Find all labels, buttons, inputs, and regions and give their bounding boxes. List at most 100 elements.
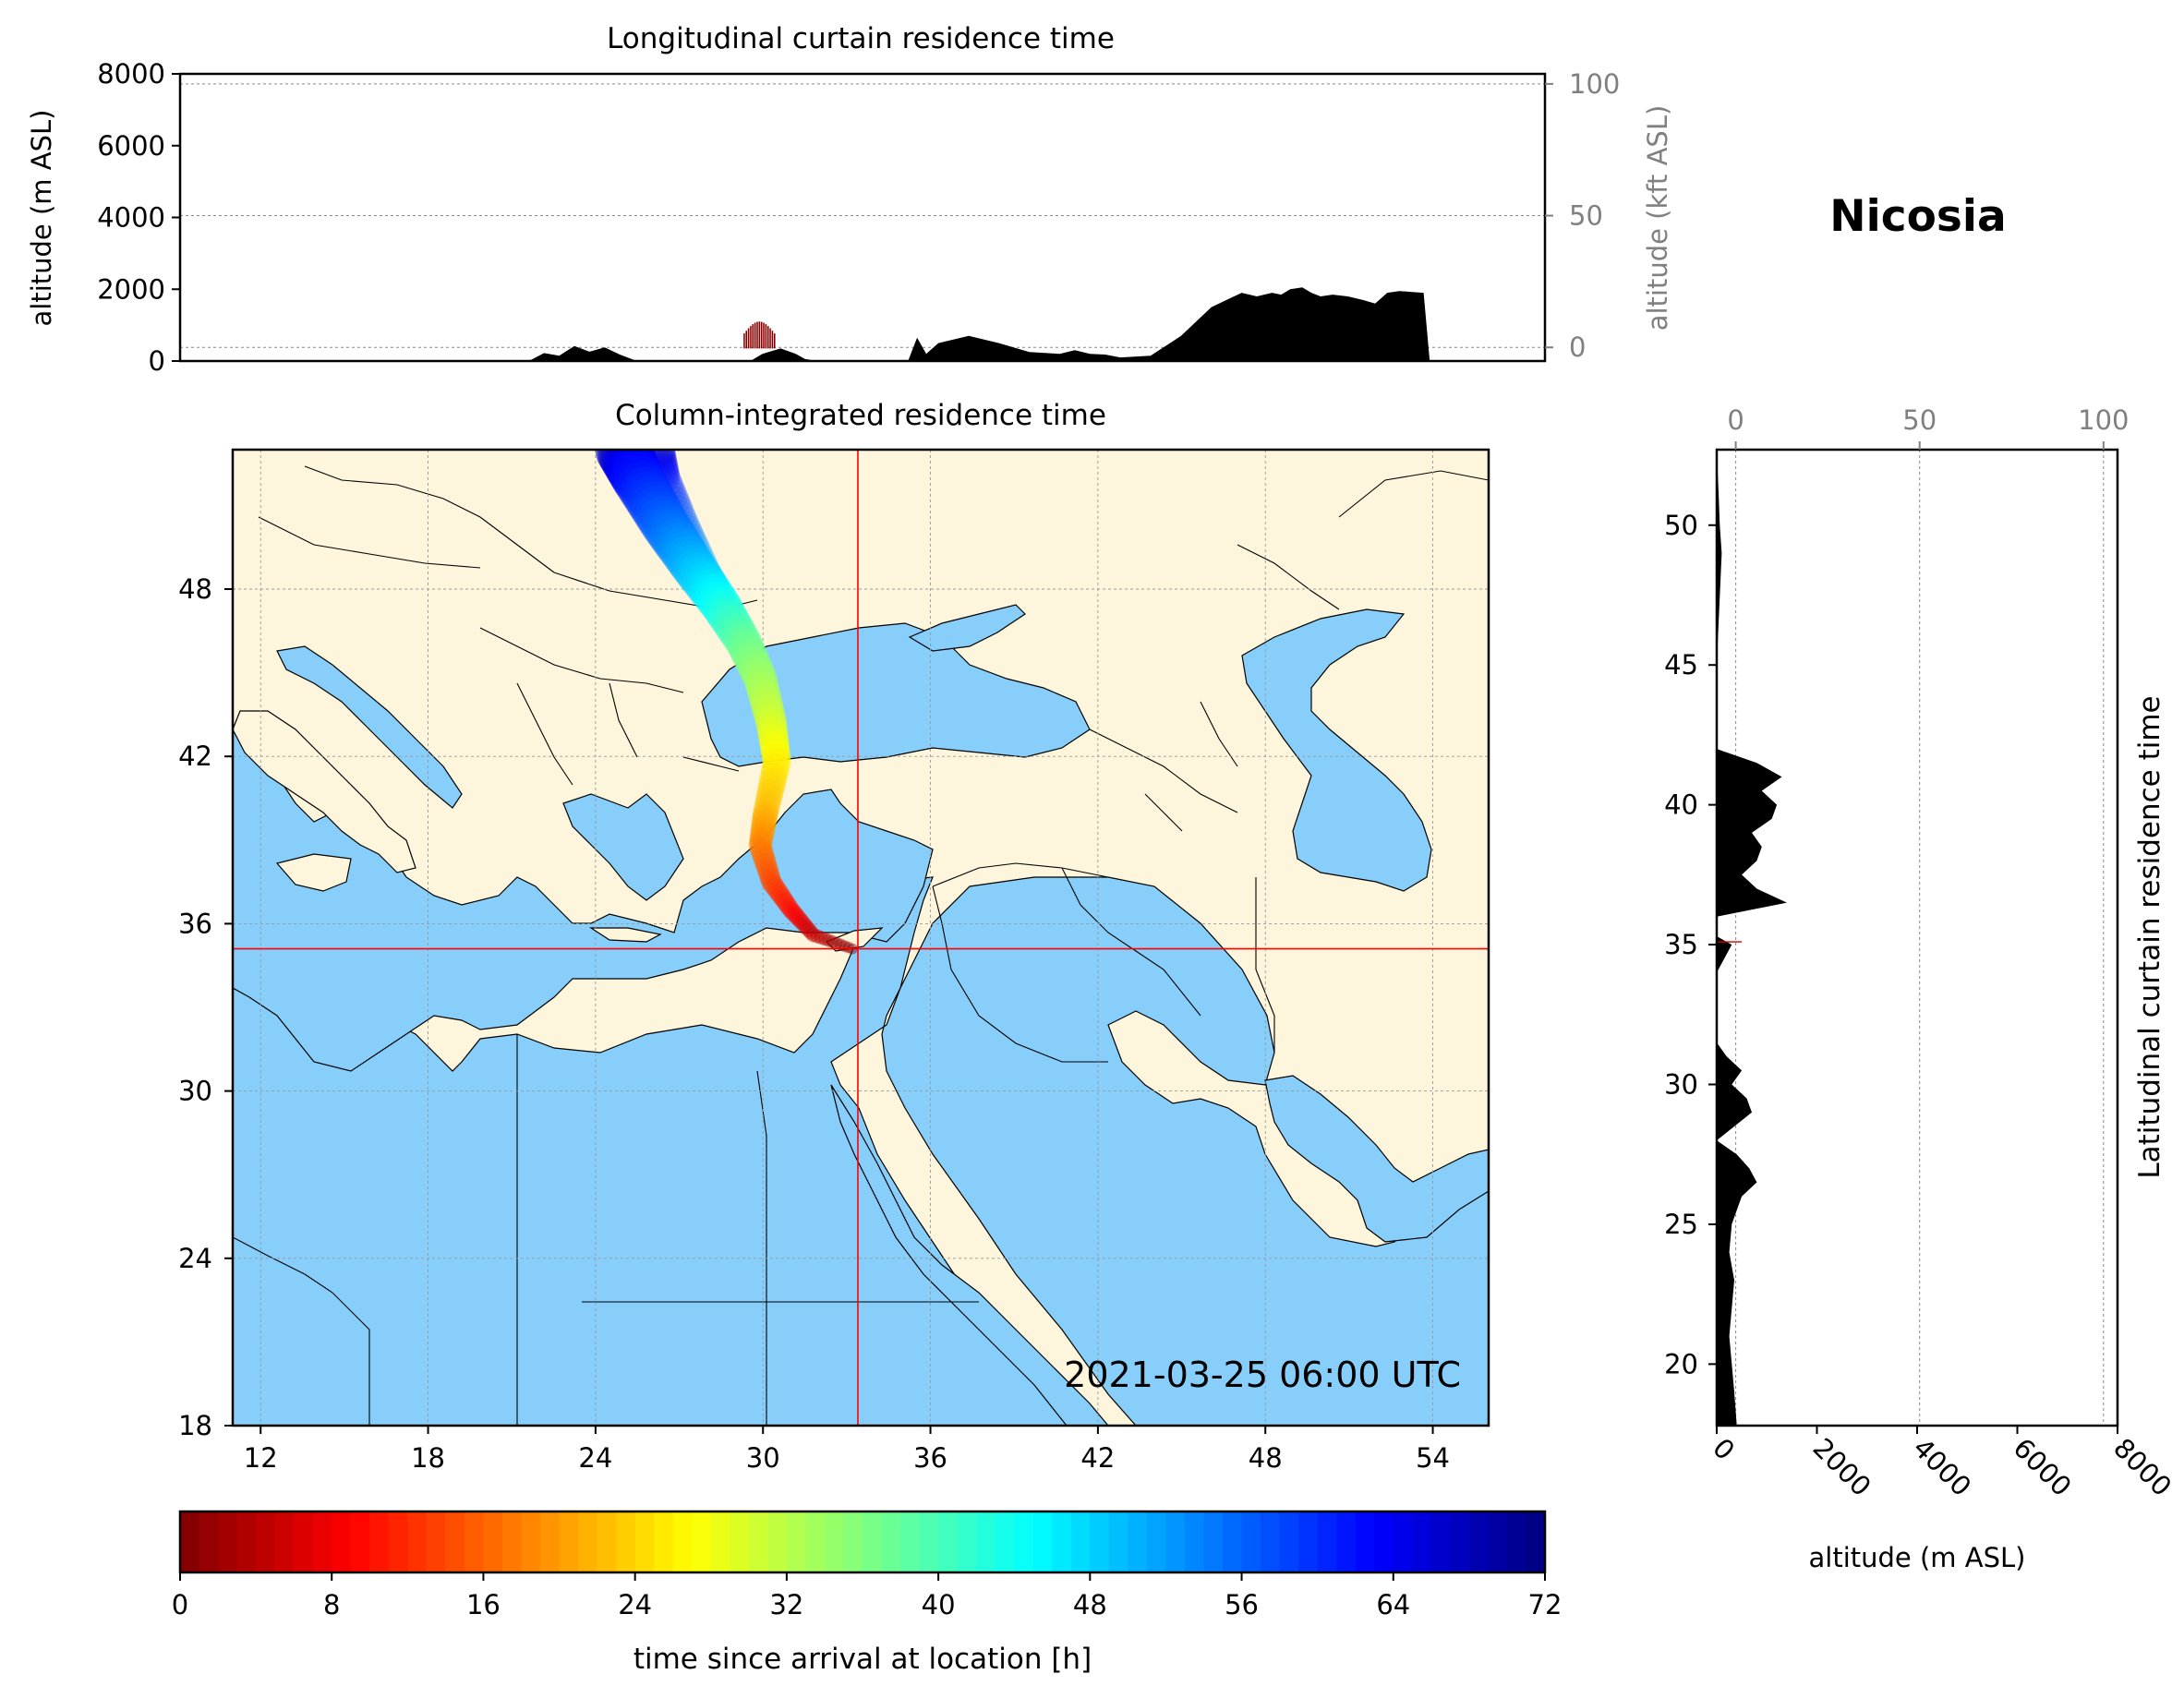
- plume-point: [730, 634, 766, 671]
- top-y-tick-label: 0: [149, 345, 165, 377]
- top-terrain-area: [180, 287, 1515, 361]
- location-title: Nicosia: [1829, 191, 2006, 242]
- colorbar-tick-label: 56: [1225, 1589, 1259, 1620]
- map-panel-title: Column-integrated residence time: [615, 399, 1106, 432]
- plume-point: [779, 897, 799, 917]
- plume-point: [748, 680, 781, 713]
- plume-point: [760, 735, 790, 765]
- plume-point: [706, 593, 746, 633]
- right-x2-tick-label: 50: [1902, 404, 1937, 436]
- plume-point: [763, 874, 784, 895]
- colorbar-band: [1052, 1511, 1072, 1572]
- top-y2-tick-label: 50: [1569, 200, 1603, 232]
- plume-point: [638, 496, 687, 545]
- plume-branch-point: [650, 466, 682, 499]
- plume-point: [759, 868, 781, 889]
- right-x2-ticks: 0 50 100: [1727, 404, 2129, 450]
- plume-point: [742, 661, 778, 695]
- plume-branch-point: [690, 548, 718, 576]
- right-y-tick-label: 45: [1664, 649, 1698, 680]
- colorbar-band: [654, 1511, 674, 1572]
- red-sea: [830, 1084, 1109, 1426]
- plume-branch-point: [642, 450, 676, 473]
- italy-land: [233, 710, 416, 873]
- right-y-tick-label: 35: [1664, 929, 1698, 960]
- plume-point: [749, 830, 773, 854]
- plume-point: [729, 631, 766, 668]
- plume-point: [603, 450, 658, 491]
- top-y-tick-label: 4000: [97, 202, 165, 234]
- plume-point: [720, 616, 758, 654]
- colorbar-band: [1279, 1511, 1299, 1572]
- plume-point: [767, 880, 788, 900]
- right-x2-tick-label: 100: [2078, 404, 2129, 436]
- colorbar-band: [672, 1511, 693, 1572]
- plume-branch-point: [714, 594, 739, 619]
- colorbar-band: [407, 1511, 428, 1572]
- right-x-tick-label: 8000: [2107, 1432, 2178, 1502]
- plume-branch-point: [718, 605, 742, 629]
- colorbar-band: [1241, 1511, 1261, 1572]
- plume-branch-point: [643, 450, 677, 475]
- sicily-land: [275, 853, 352, 892]
- colorbar-tick-label: 8: [323, 1589, 340, 1620]
- plume-point: [753, 698, 786, 730]
- plume-point: [834, 938, 847, 951]
- plume-point: [759, 728, 790, 758]
- colorbar-band: [710, 1511, 730, 1572]
- plume-point: [722, 620, 760, 657]
- colorbar-band: [616, 1511, 636, 1572]
- plume-branch-point: [692, 553, 719, 581]
- plume-branch-point: [661, 490, 693, 522]
- colorbar-tick-label: 64: [1376, 1589, 1410, 1620]
- plume-point: [771, 885, 791, 906]
- plume-point: [673, 548, 718, 593]
- plume-point: [769, 883, 790, 903]
- plume-point: [750, 837, 773, 861]
- plume-point: [751, 816, 776, 841]
- plume-point: [665, 536, 711, 582]
- plume-point: [842, 941, 854, 954]
- right-grid: [1735, 450, 2105, 1426]
- plume-point: [754, 794, 780, 821]
- plume-branch-point: [696, 561, 723, 588]
- plume-point: [778, 895, 797, 914]
- plume-point: [757, 860, 779, 882]
- plume-branch-point: [666, 500, 696, 531]
- plume-point: [793, 914, 811, 931]
- plume-point: [740, 654, 775, 689]
- mediterranean-sea: [233, 729, 934, 1072]
- plume-point: [644, 505, 693, 554]
- right-y-tick-label: 40: [1664, 789, 1698, 821]
- plume-point: [761, 753, 790, 781]
- right-panel-title: Latitudinal curtain residence time: [2133, 695, 2166, 1178]
- plume-point: [710, 600, 750, 640]
- plume-point: [656, 523, 703, 570]
- plume-point: [757, 719, 789, 750]
- timestamp-label: 2021-03-25 06:00 UTC: [1064, 1355, 1461, 1395]
- plume-point: [734, 643, 770, 678]
- plume-point: [661, 531, 708, 577]
- map-y-tick-label: 30: [178, 1076, 212, 1107]
- right-x-tick-label: 4000: [1907, 1432, 1977, 1502]
- colorbar-band: [256, 1511, 276, 1572]
- plume-point: [626, 476, 677, 527]
- plume-point: [742, 657, 776, 692]
- plume-point: [736, 646, 771, 681]
- top-y-ticks: 0 2000 4000 6000 8000: [97, 58, 180, 377]
- plume-point: [799, 920, 814, 935]
- plume-point: [757, 773, 785, 801]
- plume-point: [703, 589, 743, 630]
- plume-point: [757, 715, 788, 746]
- plume-point: [826, 935, 839, 948]
- plume-point: [752, 806, 778, 832]
- colorbar-band: [1374, 1511, 1394, 1572]
- top-panel: 0 2000 4000 6000 8000 0 50 100 altitude (m ASL…: [26, 58, 1673, 377]
- plume-point: [601, 450, 657, 488]
- plume-point: [646, 509, 695, 558]
- colorbar-band: [995, 1511, 1015, 1572]
- top-y-tick-label: 2000: [97, 273, 165, 305]
- plume-point: [810, 929, 825, 944]
- right-x-tick-label: 6000: [2008, 1432, 2078, 1502]
- plume-point: [677, 552, 721, 596]
